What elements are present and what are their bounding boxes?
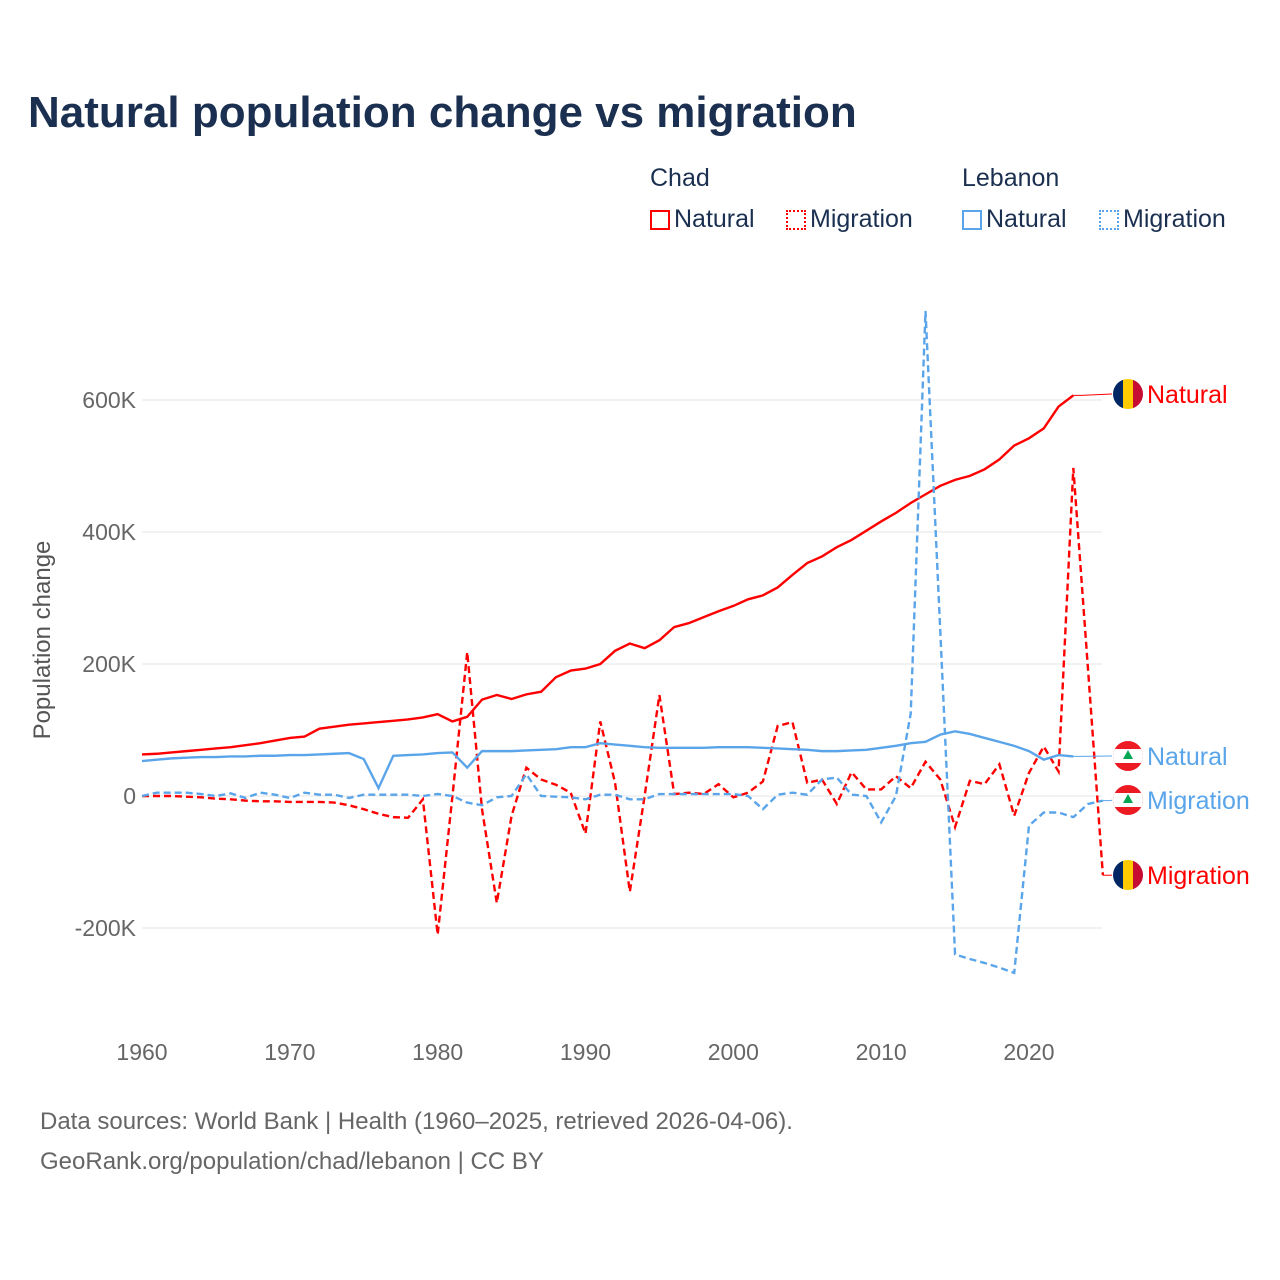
chart-title: Natural population change vs migration	[28, 88, 857, 137]
series-end-label: Migration	[1147, 787, 1250, 815]
y-axis-label: Population change	[29, 541, 56, 740]
y-tick-label: 0	[123, 783, 136, 809]
legend-chad-migration[interactable]: Migration	[786, 205, 913, 234]
series-end-label: Natural	[1147, 381, 1228, 409]
chad-flag-icon	[1113, 860, 1143, 890]
x-tick-label: 1980	[412, 1039, 463, 1065]
dotted-swatch-icon	[786, 209, 806, 230]
legend-label: Migration	[810, 205, 913, 233]
series-end-label: Migration	[1147, 862, 1250, 890]
legend-lebanon-migration[interactable]: Migration	[1099, 205, 1226, 234]
lebanon-flag-icon	[1113, 785, 1143, 815]
flag-stripe	[1123, 860, 1133, 890]
cedar-icon	[1123, 750, 1133, 759]
y-tick-label: 400K	[82, 519, 136, 545]
lebanon-flag-icon	[1113, 741, 1143, 771]
legend-lebanon-natural[interactable]: Natural	[962, 205, 1067, 234]
flag-stripe	[1133, 860, 1143, 890]
flag-body	[1113, 741, 1143, 771]
x-tick-label: 1990	[560, 1039, 611, 1065]
legend-label: Natural	[674, 205, 755, 233]
chad-flag-icon	[1113, 379, 1143, 409]
x-tick-label: 2010	[856, 1039, 907, 1065]
legend-group-lebanon: Lebanon	[962, 164, 1060, 192]
x-tick-label: 1960	[116, 1039, 167, 1065]
legend-chad-natural[interactable]: Natural	[650, 205, 755, 234]
dotted-swatch-icon	[1099, 209, 1119, 230]
x-tick-label: 2000	[708, 1039, 759, 1065]
solid-swatch-icon	[650, 209, 670, 230]
series-end-label: Natural	[1147, 743, 1228, 771]
legend-group-chad: Chad	[650, 164, 710, 192]
cedar-icon	[1123, 794, 1133, 803]
y-tick-label: 600K	[82, 387, 136, 413]
solid-swatch-icon	[962, 209, 982, 230]
series-line-lebanon-migration	[141, 310, 1104, 975]
x-tick-label: 2020	[1003, 1039, 1054, 1065]
label-connector	[1102, 799, 1113, 802]
flag-body	[1113, 379, 1143, 409]
series-line-chad-migration	[142, 467, 1105, 935]
legend-label: Natural	[986, 205, 1067, 233]
flag-stripe	[1113, 860, 1123, 890]
source-note: Data sources: World Bank | Health (1960–…	[40, 1108, 793, 1135]
flag-stripe	[1133, 379, 1143, 409]
legend-label: Migration	[1123, 205, 1226, 233]
source-link[interactable]: GeoRank.org/population/chad/lebanon | CC…	[40, 1148, 544, 1175]
flag-stripe	[1123, 379, 1133, 409]
series-line-chad-natural	[141, 394, 1075, 756]
flag-stripe	[1113, 379, 1123, 409]
flag-body	[1113, 860, 1143, 890]
label-connector	[1073, 393, 1113, 396]
y-tick-label: -200K	[75, 915, 137, 941]
series-line-lebanon-natural	[141, 730, 1074, 791]
flag-body	[1113, 785, 1143, 815]
y-tick-label: 200K	[82, 651, 136, 677]
x-tick-label: 1970	[264, 1039, 315, 1065]
